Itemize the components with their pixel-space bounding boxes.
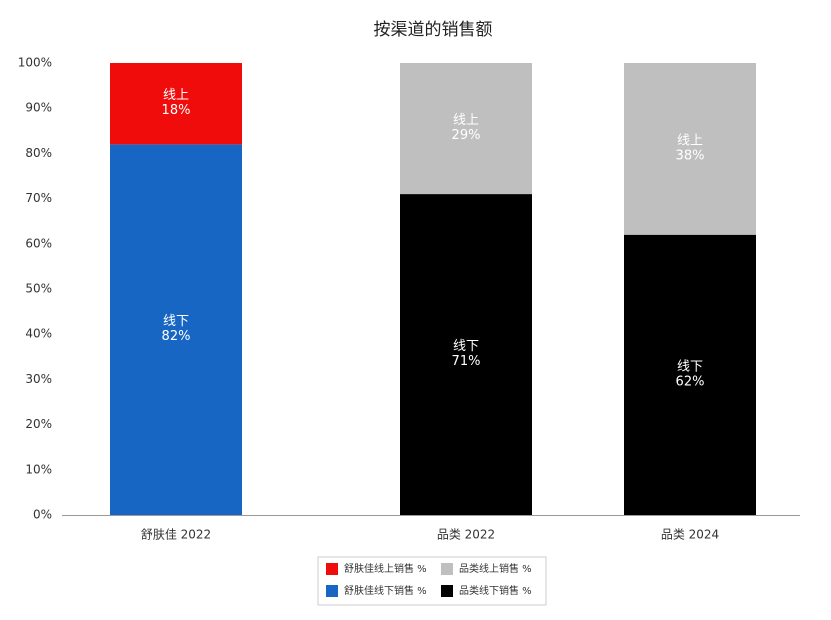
- bar-segment: [400, 194, 532, 515]
- y-tick-label: 10%: [25, 462, 52, 476]
- legend-swatch: [326, 585, 338, 597]
- y-tick-label: 0%: [33, 508, 52, 522]
- chart-title: 按渠道的销售额: [374, 20, 493, 40]
- y-tick-label: 60%: [25, 236, 52, 250]
- data-label: 38%: [676, 148, 705, 163]
- y-tick-label: 80%: [25, 146, 52, 160]
- x-tick-label: 舒肤佳 2022: [141, 527, 211, 542]
- y-tick-label: 40%: [25, 327, 52, 341]
- legend-label: 品类线下销售 %: [459, 584, 532, 597]
- segment-label: 线下: [453, 339, 479, 354]
- data-label: 18%: [162, 103, 191, 118]
- legend-swatch: [441, 585, 453, 597]
- legend-label: 舒肤佳线下销售 %: [344, 584, 427, 597]
- y-tick-label: 70%: [25, 191, 52, 205]
- data-label: 71%: [452, 354, 481, 369]
- y-tick-label: 30%: [25, 372, 52, 386]
- y-tick-label: 90%: [25, 101, 52, 115]
- y-tick-label: 50%: [25, 282, 52, 296]
- segment-label: 线下: [163, 314, 189, 329]
- bar-segment: [624, 63, 756, 235]
- legend-label: 舒肤佳线上销售 %: [344, 562, 427, 575]
- segment-label: 线下: [677, 359, 703, 374]
- legend-swatch: [441, 563, 453, 575]
- x-tick-label: 品类 2024: [661, 528, 719, 542]
- bar-segment: [400, 63, 532, 195]
- x-tick-label: 品类 2022: [437, 528, 495, 542]
- bar-segment: [624, 234, 756, 515]
- segment-label: 线上: [163, 88, 189, 103]
- y-tick-label: 100%: [18, 56, 52, 70]
- data-label: 82%: [162, 329, 191, 344]
- legend-label: 品类线上销售 %: [459, 562, 532, 575]
- legend-box: [317, 556, 547, 606]
- segment-label: 线上: [453, 113, 479, 128]
- y-tick-label: 20%: [25, 417, 52, 431]
- data-label: 29%: [452, 128, 481, 143]
- bar-segment: [110, 144, 242, 516]
- segment-label: 线上: [677, 133, 703, 148]
- legend-swatch: [326, 563, 338, 575]
- data-label: 62%: [676, 374, 705, 389]
- bar-segment: [110, 63, 242, 145]
